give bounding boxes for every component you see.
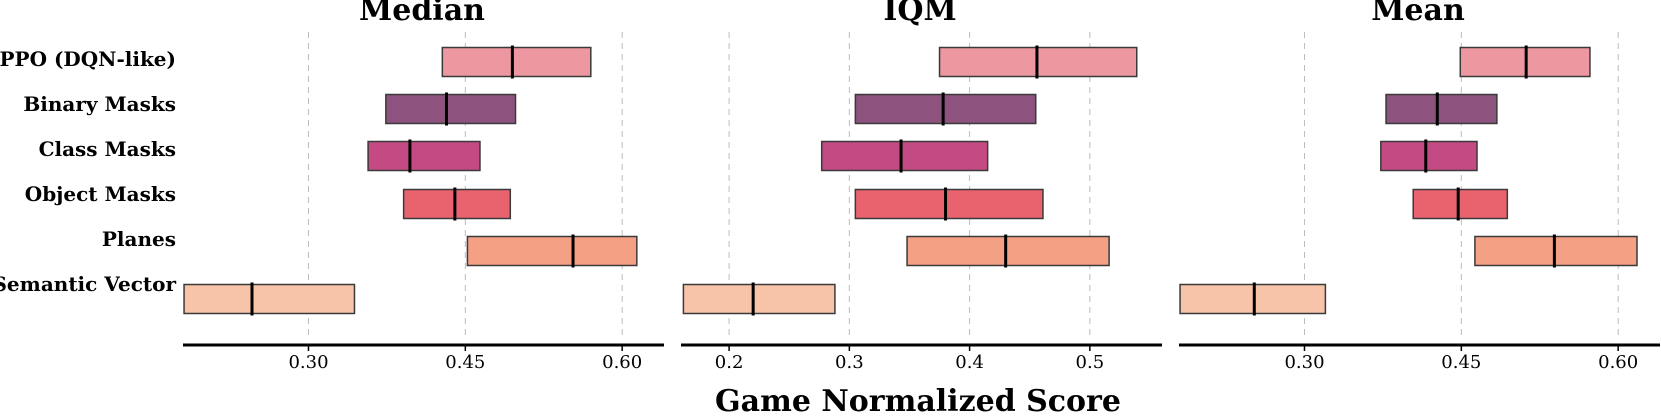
row-label: Planes	[102, 227, 176, 251]
x-tick-label: 0.30	[1284, 352, 1324, 373]
interval-bar	[906, 235, 1110, 267]
x-tick-label: 0.2	[715, 352, 744, 373]
panel-median: 0.30 0.45 0.60	[183, 32, 664, 373]
x-tick-label: 0.45	[1441, 352, 1481, 373]
row-label: Semantic Vector	[0, 272, 176, 296]
panel-title-mean: Mean	[1371, 0, 1465, 28]
interval-bar	[183, 283, 356, 315]
interval-bar	[1412, 188, 1509, 220]
interval-bar	[441, 46, 592, 78]
interval-bar	[1380, 140, 1478, 172]
interval-bar	[1385, 93, 1498, 125]
interval-bar	[820, 140, 989, 172]
row-labels: PPO (DQN-like) Binary Masks Class Masks …	[0, 47, 176, 296]
x-tick-label: 0.45	[445, 352, 485, 373]
interval-bar	[466, 235, 638, 267]
x-tick-label: 0.3	[835, 352, 864, 373]
panel-mean: 0.30 0.45 0.60	[1179, 32, 1660, 373]
panel-iqm: 0.2 0.3 0.4 0.5	[681, 32, 1162, 373]
interval-bar	[1179, 283, 1327, 315]
row-label: Binary Masks	[23, 92, 176, 116]
x-tick-label: 0.4	[955, 352, 984, 373]
x-tick-label: 0.5	[1076, 352, 1105, 373]
x-tick-label: 0.60	[602, 352, 642, 373]
interval-bar	[682, 283, 836, 315]
row-label: PPO (DQN-like)	[0, 47, 176, 71]
x-tick-label: 0.30	[288, 352, 328, 373]
interval-bar	[854, 93, 1037, 125]
interval-bar	[854, 188, 1044, 220]
x-tick-label: 0.60	[1598, 352, 1638, 373]
row-label: Object Masks	[25, 182, 176, 206]
row-label: Class Masks	[39, 137, 176, 161]
interval-bar	[402, 188, 512, 220]
interval-bar	[1474, 235, 1638, 267]
interval-bar	[385, 93, 517, 125]
x-axis-label: Game Normalized Score	[715, 384, 1121, 419]
panel-title-median: Median	[359, 0, 485, 28]
panel-title-iqm: IQM	[883, 0, 956, 28]
interval-bar	[367, 140, 481, 172]
